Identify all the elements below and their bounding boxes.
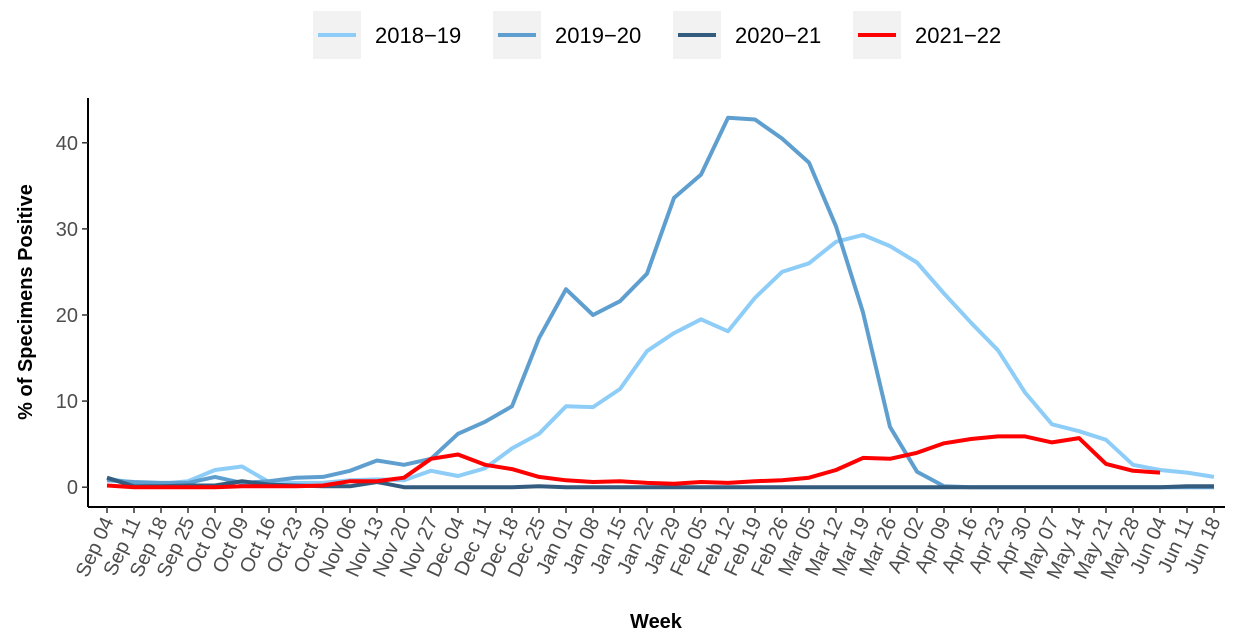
y-tick-label: 40 bbox=[56, 133, 78, 155]
x-axis-title: Week bbox=[630, 611, 683, 633]
series-line bbox=[106, 434, 1161, 490]
legend-label: 2021−22 bbox=[915, 23, 1001, 48]
y-tick-label: 20 bbox=[56, 305, 78, 327]
y-axis-title: % of Specimens Positive bbox=[15, 184, 37, 420]
legend-label: 2020−21 bbox=[735, 23, 821, 48]
series-line bbox=[106, 115, 1214, 490]
series-line bbox=[106, 232, 1215, 486]
legend-label: 2019−20 bbox=[555, 23, 641, 48]
y-tick-label: 0 bbox=[67, 477, 78, 499]
legend-label: 2018−19 bbox=[375, 23, 461, 48]
y-tick-label: 30 bbox=[56, 219, 78, 241]
y-tick-label: 10 bbox=[56, 391, 78, 413]
